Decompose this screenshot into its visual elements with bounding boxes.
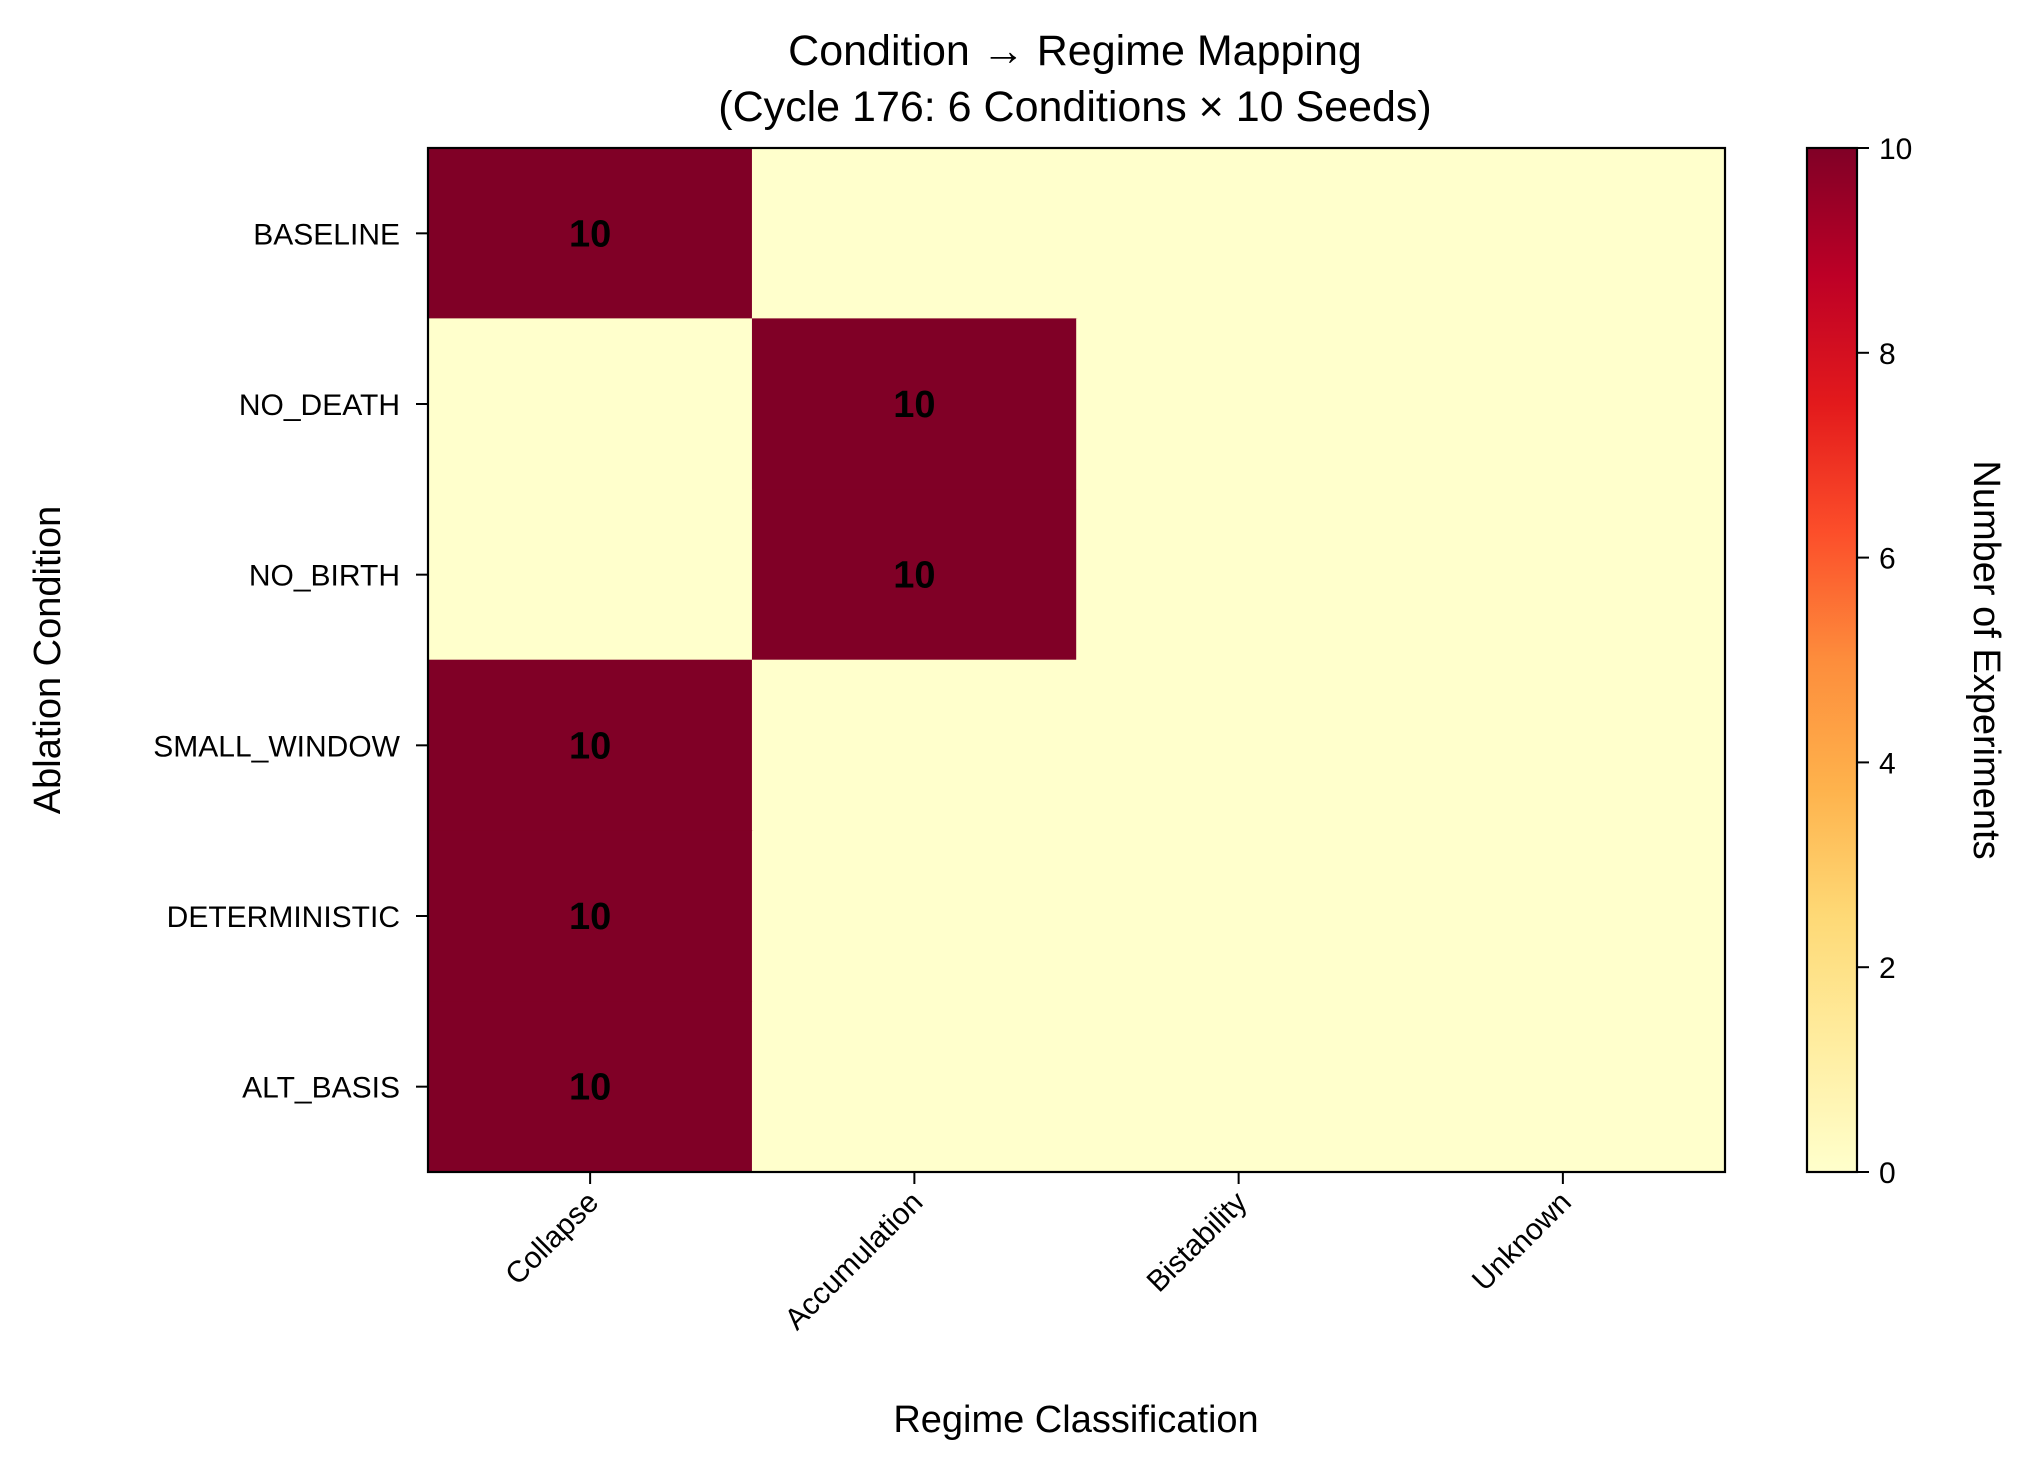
heatmap-cell: [427, 1001, 754, 1173]
cell-value-label: 10: [569, 896, 611, 938]
colorbar-tick-label: 4: [1879, 747, 1896, 780]
heatmap-cell: [1076, 830, 1402, 1003]
heatmap-cell: [1076, 1001, 1402, 1173]
y-tick-label: NO_BIRTH: [249, 560, 400, 593]
y-tick-label: ALT_BASIS: [242, 1072, 400, 1105]
heatmap-cell: [1400, 659, 1726, 832]
heatmap-cell: [1400, 318, 1726, 491]
x-tick-label: Bistability: [1141, 1186, 1254, 1299]
x-tick-label: Accumulation: [779, 1186, 930, 1337]
colorbar-label: Number of Experiments: [1965, 460, 2007, 859]
heatmap-cell-labels: 10 10 10 10 10 10: [569, 213, 936, 1108]
cell-value-label: 10: [569, 725, 611, 767]
heatmap-cell: [427, 659, 754, 832]
heatmap-cell: [751, 147, 1078, 320]
y-tick-label: BASELINE: [253, 218, 400, 251]
x-axis-ticks: Collapse Accumulation Bistability Unknown: [499, 1172, 1578, 1336]
cell-value-label: 10: [893, 384, 935, 426]
heatmap-cell: [751, 318, 1078, 491]
heatmap-cell: [1400, 1001, 1726, 1173]
x-tick-label: Collapse: [499, 1186, 605, 1292]
colorbar-ticks: 0 2 4 6 8 10: [1857, 133, 1912, 1190]
heatmap-cell: [1400, 830, 1726, 1003]
heatmap-cell: [1076, 318, 1402, 491]
heatmap-cell: [1400, 489, 1726, 661]
chart-title-line-2: (Cycle 176: 6 Conditions × 10 Seeds): [718, 83, 1432, 131]
heatmap-cell: [1076, 147, 1402, 320]
colorbar-tick-label: 2: [1879, 952, 1896, 985]
heatmap-cell: [427, 489, 754, 661]
colorbar-tick-label: 10: [1879, 133, 1912, 166]
heatmap-cell: [1076, 659, 1402, 832]
heatmap-cell: [751, 830, 1078, 1003]
x-tick-label: Unknown: [1466, 1186, 1578, 1298]
heatmap-cell: [751, 659, 1078, 832]
cell-value-label: 10: [893, 555, 935, 597]
colorbar: [1807, 148, 1857, 1172]
colorbar-frame: [1805, 146, 1859, 1174]
heatmap-cell: [427, 318, 754, 491]
plot-frame: [426, 146, 1727, 1174]
heatmap-cell: [1400, 147, 1726, 320]
heatmap-cell: [751, 1001, 1078, 1173]
cell-value-label: 10: [569, 213, 611, 255]
y-axis-label: Ablation Condition: [27, 506, 69, 814]
heatmap-cell: [427, 830, 754, 1003]
y-tick-label: DETERMINISTIC: [167, 901, 400, 934]
cell-value-label: 10: [569, 1067, 611, 1109]
colorbar-tick-label: 0: [1879, 1157, 1896, 1190]
chart-title-line-1: Condition → Regime Mapping: [788, 27, 1362, 75]
y-tick-label: SMALL_WINDOW: [153, 730, 400, 763]
y-axis-ticks: BASELINE NO_DEATH NO_BIRTH SMALL_WINDOW DETE…: [153, 218, 428, 1105]
colorbar-tick-label: 8: [1879, 338, 1896, 371]
heatmap-cell: [751, 489, 1078, 661]
heatmap-cells: [427, 147, 1726, 1173]
colorbar-tick-label: 6: [1879, 543, 1896, 576]
y-tick-label: NO_DEATH: [239, 389, 400, 422]
heatmap-cell: [1076, 489, 1402, 661]
x-axis-label: Regime Classification: [893, 1399, 1258, 1441]
heatmap-cell: [427, 147, 754, 320]
